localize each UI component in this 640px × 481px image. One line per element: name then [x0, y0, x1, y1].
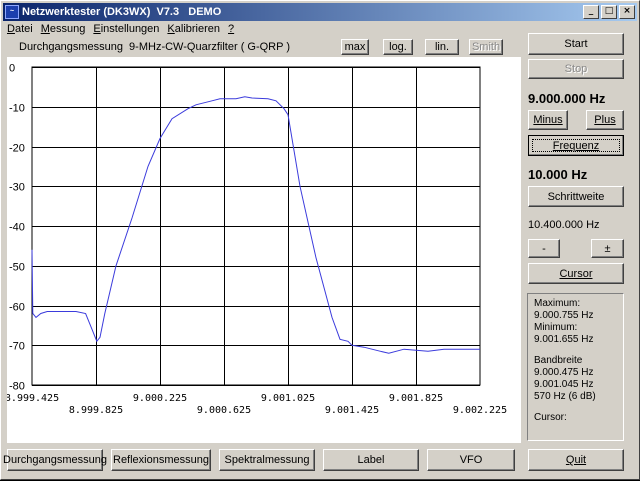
x-tick-label-lower: 9.000.625: [197, 405, 251, 416]
close-button[interactable]: ×: [619, 5, 635, 19]
spektralmessung-button[interactable]: Spektralmessung: [219, 449, 315, 471]
minus-label: Minus: [533, 114, 563, 126]
maximize-button[interactable]: □: [601, 5, 617, 19]
quit-button[interactable]: Quit: [528, 449, 624, 471]
y-tick-label: 0: [9, 63, 15, 75]
cursor-info-label: Cursor:: [534, 412, 567, 423]
quit-label: Quit: [565, 454, 587, 466]
menu-datei[interactable]: Datei: [7, 23, 33, 35]
label-button[interactable]: Label: [323, 449, 419, 471]
menu-help[interactable]: ?: [228, 23, 235, 35]
x-tick-label-lower: 9.002.225: [453, 405, 507, 416]
log-button[interactable]: log.: [383, 39, 413, 55]
x-tick-label-lower: 9.001.425: [325, 405, 379, 416]
durchgangsmessung-button[interactable]: Durchgangsmessung: [3, 449, 107, 471]
x-tick-label-upper: 9.001.825: [389, 393, 443, 404]
menu-bar: Datei Messung Einstellungen Kalibrieren …: [3, 21, 238, 37]
bandwidth-value: 570 Hz (6 dB): [534, 391, 596, 402]
x-tick-label-lower: 8.999.825: [69, 405, 123, 416]
y-tick-label: -20: [9, 143, 25, 155]
plus-label: Plus: [594, 114, 616, 126]
smith-button[interactable]: Smith: [469, 39, 503, 55]
minimum-label: Minimum:: [534, 322, 578, 333]
max-button[interactable]: max: [341, 39, 369, 55]
y-tick-label: -60: [9, 302, 25, 314]
maximum-label: Maximum:: [534, 298, 581, 309]
plot-area[interactable]: 0 -10 -20 -30 -40 -50 -60 -70 -80 8.999.425 9.000.…: [7, 57, 521, 443]
bandwidth-to: 9.001.045 Hz: [534, 379, 594, 390]
x-tick-label-upper: 8.999.425: [7, 393, 59, 404]
bottom-toolbar: Durchgangsmessung Reflexionsmessung Spek…: [1, 447, 640, 481]
app-icon[interactable]: ~: [5, 5, 19, 19]
measurement-chart: 0 -10 -20 -30 -40 -50 -60 -70 -808.999.425 9.000.…: [7, 63, 507, 417]
schrittweite-button[interactable]: Schrittweite: [528, 186, 624, 207]
stop-button[interactable]: Stop: [528, 59, 624, 79]
y-tick-label: -80: [9, 381, 25, 393]
info-panel: Maximum: 9.000.755 Hz Minimum: 9.001.655…: [527, 293, 624, 441]
cursor-frequency: 10.400.000 Hz: [528, 219, 600, 231]
x-tick-label-upper: 9.001.025: [261, 393, 315, 404]
y-tick-label: -50: [9, 262, 25, 274]
y-tick-label: -10: [9, 103, 25, 115]
x-tick-label-upper: 9.000.225: [133, 393, 187, 404]
cursor-label: Cursor: [559, 267, 593, 280]
window-title: Netzwerktester (DK3WX) V7.3 DEMO: [22, 6, 222, 18]
menu-kalibrieren[interactable]: Kalibrieren: [167, 23, 221, 35]
menu-messung[interactable]: Messung: [40, 23, 86, 35]
y-tick-label: -40: [9, 222, 25, 234]
frequency-display: 9.000.000 Hz: [528, 91, 606, 106]
cursor-minus-button[interactable]: -: [528, 239, 560, 258]
measurement-trace: [31, 96, 480, 354]
step-display: 10.000 Hz: [528, 167, 588, 182]
start-button[interactable]: Start: [528, 33, 624, 55]
minimum-value: 9.001.655 Hz: [534, 334, 594, 345]
chart-title: Durchgangsmessung 9-MHz-CW-Quarzfilter (…: [19, 41, 290, 53]
lin-button[interactable]: lin.: [425, 39, 459, 55]
frequenz-label: Frequenz: [552, 139, 600, 152]
frequenz-button[interactable]: Frequenz: [528, 135, 624, 156]
vfo-button[interactable]: VFO: [427, 449, 515, 471]
menu-einstellungen[interactable]: Einstellungen: [93, 23, 160, 35]
reflexionsmessung-button[interactable]: Reflexionsmessung: [111, 449, 211, 471]
bandwidth-from: 9.000.475 Hz: [534, 367, 594, 378]
y-tick-label: -70: [9, 341, 25, 353]
plus-button[interactable]: Plus: [586, 110, 624, 130]
title-bar[interactable]: ~ Netzwerktester (DK3WX) V7.3 DEMO _ □ ×: [3, 3, 637, 21]
cursor-button[interactable]: Cursor: [528, 263, 624, 284]
maximum-value: 9.000.755 Hz: [534, 310, 594, 321]
minimize-button[interactable]: _: [583, 5, 599, 19]
minus-button[interactable]: Minus: [528, 110, 568, 130]
cursor-plus-button[interactable]: ±: [591, 239, 624, 258]
y-tick-label: -30: [9, 182, 25, 194]
bandwidth-label: Bandbreite: [534, 355, 583, 366]
